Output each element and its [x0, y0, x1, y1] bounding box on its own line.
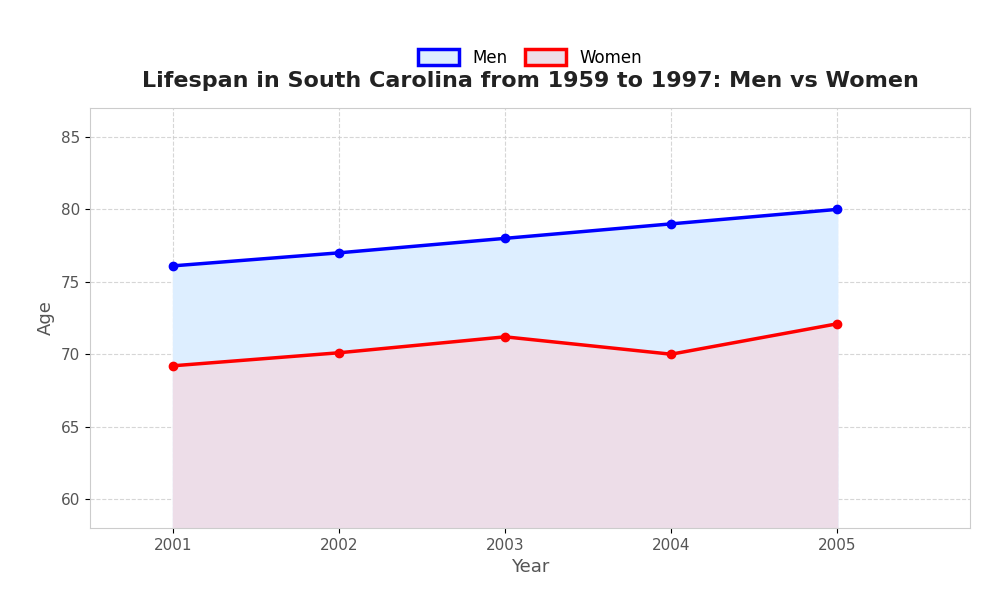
Title: Lifespan in South Carolina from 1959 to 1997: Men vs Women: Lifespan in South Carolina from 1959 to … — [142, 71, 918, 91]
Women — [167, 362, 179, 370]
Men — [831, 206, 843, 213]
Line: Women: Women — [169, 320, 841, 370]
X-axis label: Year: Year — [511, 558, 549, 576]
Women — [499, 333, 511, 340]
Women — [831, 320, 843, 328]
Line: Men: Men — [169, 205, 841, 270]
Men — [499, 235, 511, 242]
Women — [333, 349, 345, 356]
Men — [333, 249, 345, 256]
Men — [665, 220, 677, 227]
Women — [665, 350, 677, 358]
Y-axis label: Age: Age — [37, 301, 55, 335]
Men — [167, 262, 179, 269]
Legend: Men, Women: Men, Women — [409, 41, 651, 76]
